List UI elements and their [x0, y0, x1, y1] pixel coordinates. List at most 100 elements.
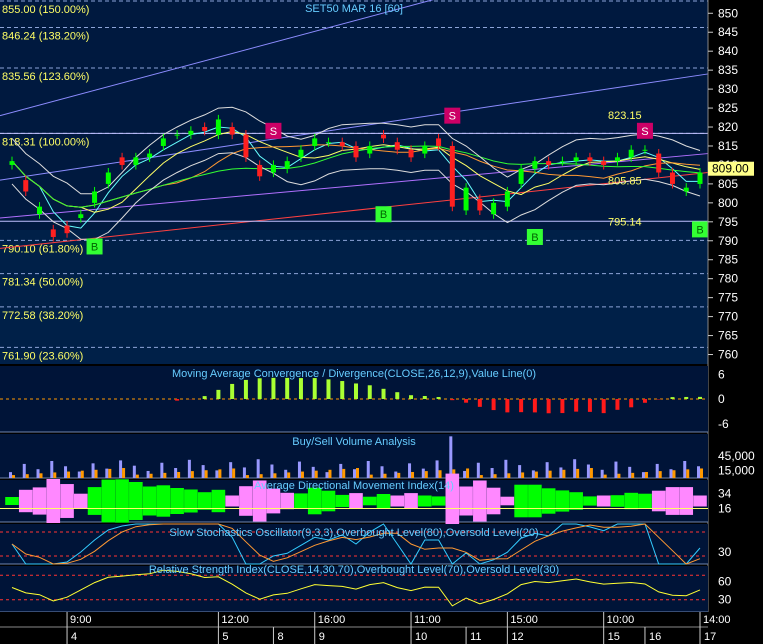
volume-buy-bar [576, 468, 580, 478]
time-tick-label: 14:00 [703, 614, 731, 626]
volume-sell-bar [504, 459, 508, 478]
candle-body [381, 134, 387, 139]
volume-sell-bar [545, 462, 549, 478]
adx-tick-label: 16 [718, 502, 732, 516]
adx-area-band [115, 479, 129, 523]
candle-body [518, 168, 524, 184]
signal-letter: S [449, 111, 456, 123]
volume-sell-bar [174, 468, 178, 478]
candle-body [422, 145, 428, 154]
last-price-box [708, 161, 754, 176]
candle-body [298, 149, 304, 158]
volume-sell-bar [325, 472, 329, 478]
candle-body [243, 134, 249, 158]
buy-signal-marker [86, 238, 103, 255]
adx-area-band [418, 495, 432, 507]
price-tick-label: 805 [718, 177, 738, 191]
volume-buy-bar [287, 472, 291, 478]
price-tick-label: 775 [718, 291, 738, 305]
volume-sell-bar [641, 472, 645, 478]
candle-body [628, 149, 634, 158]
adx-area-band [459, 486, 473, 516]
adx-area-band [541, 488, 556, 514]
candle-body [601, 161, 607, 165]
volume-sell-bar [463, 470, 467, 478]
volume-sell-bar [201, 465, 205, 478]
volume-buy-bar [39, 473, 43, 478]
date-tick-label: 5 [222, 631, 228, 643]
candle-body [656, 153, 662, 173]
volume-buy-bar [589, 468, 593, 478]
volume-buy-bar [94, 469, 98, 478]
candle-body [160, 138, 166, 146]
candle-body [367, 145, 373, 154]
fib-level-label: 781.34 (50.00%) [2, 277, 83, 289]
candle-body [284, 161, 290, 169]
volume-buy-bar [493, 474, 497, 478]
adx-title: Average Directional Movement Index(14) [254, 480, 454, 492]
volume-sell-bar [435, 460, 439, 478]
fib-level-label: 846.24 (138.20%) [2, 31, 89, 43]
adx-area-band [74, 493, 88, 509]
adx-area-band [32, 487, 47, 515]
adx-area-band [555, 490, 570, 512]
volume-title: Buy/Sell Volume Analysis [292, 436, 416, 448]
price-tick-label: 815 [718, 139, 738, 153]
adx-area-band [583, 496, 597, 506]
macd-tick-label: -6 [718, 417, 729, 431]
volume-buy-bar [12, 475, 15, 478]
volume-buy-bar [658, 471, 662, 478]
volume-sell-bar [586, 464, 590, 478]
volume-buy-bar [190, 471, 194, 478]
candle-body [559, 161, 565, 163]
time-tick-label: 10:00 [607, 614, 635, 626]
volume-sell-bar [683, 460, 687, 478]
signal-letter: S [641, 126, 648, 138]
volume-buy-bar [108, 468, 112, 478]
volume-sell-bar [91, 463, 95, 478]
candle-body [229, 127, 235, 135]
volume-sell-bar [270, 464, 274, 478]
adx-area-band [46, 479, 61, 523]
candle-body [147, 153, 153, 158]
volume-buy-bar [245, 475, 249, 478]
candle-body [202, 127, 208, 131]
candle-body [92, 191, 98, 203]
adx-area-band [528, 484, 542, 518]
time-tick-label: 12:00 [221, 614, 249, 626]
price-level-label: 795.14 [608, 216, 642, 228]
volume-buy-bar [342, 468, 346, 478]
sell-signal-marker [444, 107, 461, 124]
candle-body [133, 157, 139, 165]
volume-buy-bar [218, 469, 222, 478]
signal-letter: B [380, 209, 387, 221]
volume-buy-bar [67, 471, 71, 478]
volume-buy-bar [369, 474, 373, 478]
fib-level-label: 790.10 (61.80%) [2, 243, 83, 255]
volume-sell-bar [531, 470, 535, 478]
adx-area-band [596, 495, 611, 507]
candle-body [669, 172, 675, 184]
candle-body [546, 161, 552, 165]
buy-signal-marker [526, 228, 543, 245]
volume-sell-bar [573, 459, 577, 478]
adx-area-band [431, 496, 446, 506]
fib-level-label: 835.56 (123.60%) [2, 71, 89, 83]
rsi-line [11, 569, 701, 607]
volume-buy-bar [80, 470, 84, 478]
stoch-panel-bg [0, 524, 708, 564]
volume-sell-bar [628, 466, 632, 478]
candle-body [9, 161, 15, 165]
adx-area-band [514, 484, 528, 518]
candle-body [573, 157, 579, 162]
adx-area-band [60, 484, 74, 518]
price-tick-label: 795 [718, 215, 738, 229]
price-tick-label: 820 [718, 120, 738, 134]
candle-body [64, 225, 70, 234]
candle-body [37, 206, 43, 215]
volume-sell-bar [408, 463, 412, 478]
date-tick-label: 16 [649, 631, 661, 643]
price-level-label: 805.85 [608, 176, 642, 188]
